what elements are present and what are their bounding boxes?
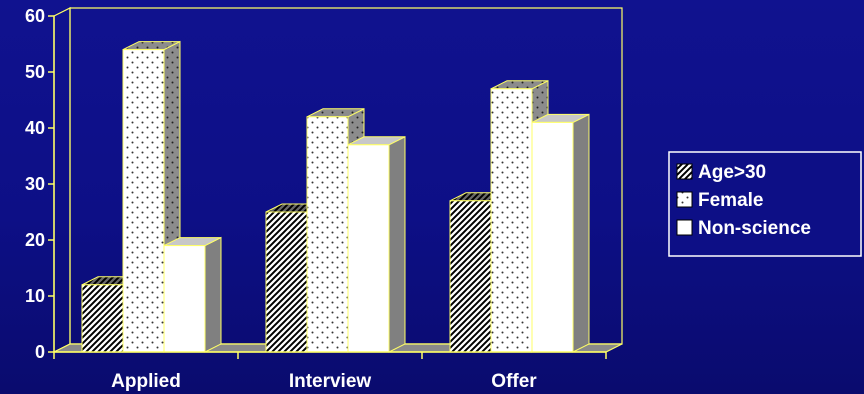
- bar: [122, 40, 181, 353]
- bar-front: [490, 88, 533, 353]
- legend-box: [668, 151, 862, 257]
- bar: [163, 236, 222, 353]
- bar-side: [204, 236, 222, 353]
- legend-swatch: [676, 219, 693, 236]
- bar-front: [122, 49, 165, 353]
- y-axis: 0 10 20 30 40 50 60: [25, 6, 55, 362]
- legend: Age>30 Female Non-science: [668, 151, 862, 257]
- bars: [81, 40, 590, 353]
- y-tick-label: 30: [25, 174, 45, 194]
- y-tick-label: 50: [25, 62, 45, 82]
- x-tick-label: Interview: [289, 371, 372, 392]
- bar: [531, 113, 590, 353]
- bar-front: [347, 144, 390, 353]
- bar-front: [531, 121, 574, 353]
- bar-front: [265, 211, 308, 353]
- x-tick-label: Offer: [491, 371, 537, 392]
- legend-label: Age>30: [698, 162, 766, 183]
- y-tick-label: 0: [35, 342, 45, 362]
- bar-front: [306, 116, 349, 353]
- y-tick-label: 60: [25, 6, 45, 26]
- left-wall: [53, 7, 71, 353]
- bar-front: [81, 284, 124, 353]
- bar-side: [388, 135, 406, 353]
- y-tick-label: 10: [25, 286, 45, 306]
- legend-swatch: [676, 191, 693, 208]
- bar-front: [449, 200, 492, 353]
- legend-label: Female: [698, 190, 763, 211]
- y-tick-label: 20: [25, 230, 45, 250]
- legend-label: Non-science: [698, 218, 811, 239]
- bar-side: [572, 113, 590, 353]
- bar: [347, 135, 406, 353]
- y-tick-label: 40: [25, 118, 45, 138]
- bar-front: [163, 245, 206, 353]
- x-tick-label: Applied: [111, 371, 181, 392]
- x-axis: Applied Interview Offer: [53, 351, 607, 392]
- legend-swatch: [676, 163, 693, 180]
